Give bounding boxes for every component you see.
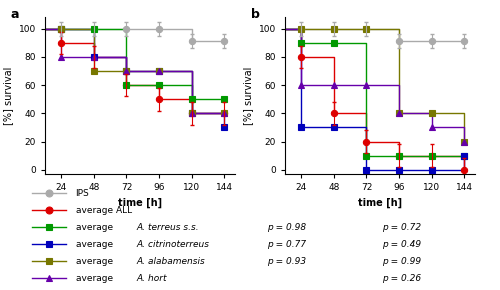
Text: p = 0.93: p = 0.93 bbox=[267, 257, 306, 266]
Text: A. terreus s.s.: A. terreus s.s. bbox=[136, 223, 199, 232]
Text: p = 0.49: p = 0.49 bbox=[382, 240, 422, 249]
Text: average: average bbox=[76, 257, 116, 266]
X-axis label: time [h]: time [h] bbox=[118, 197, 162, 208]
Text: p = 0.26: p = 0.26 bbox=[382, 274, 422, 283]
Text: p = 0.99: p = 0.99 bbox=[382, 257, 422, 266]
Text: average: average bbox=[76, 274, 116, 283]
Text: b: b bbox=[251, 8, 260, 21]
Text: A. alabamensis: A. alabamensis bbox=[136, 257, 205, 266]
Y-axis label: [%] survival: [%] survival bbox=[243, 66, 253, 125]
Text: IPS: IPS bbox=[76, 188, 90, 197]
Text: p = 0.98: p = 0.98 bbox=[267, 223, 306, 232]
Text: average: average bbox=[76, 223, 116, 232]
Text: p = 0.77: p = 0.77 bbox=[267, 240, 306, 249]
Text: average: average bbox=[76, 240, 116, 249]
Text: A. hort: A. hort bbox=[136, 274, 167, 283]
X-axis label: time [h]: time [h] bbox=[358, 197, 402, 208]
Text: average ALL: average ALL bbox=[76, 206, 132, 215]
Text: A. citrinoterreus: A. citrinoterreus bbox=[136, 240, 210, 249]
Y-axis label: [%] survival: [%] survival bbox=[3, 66, 13, 125]
Text: a: a bbox=[11, 8, 20, 21]
Text: p = 0.72: p = 0.72 bbox=[382, 223, 422, 232]
